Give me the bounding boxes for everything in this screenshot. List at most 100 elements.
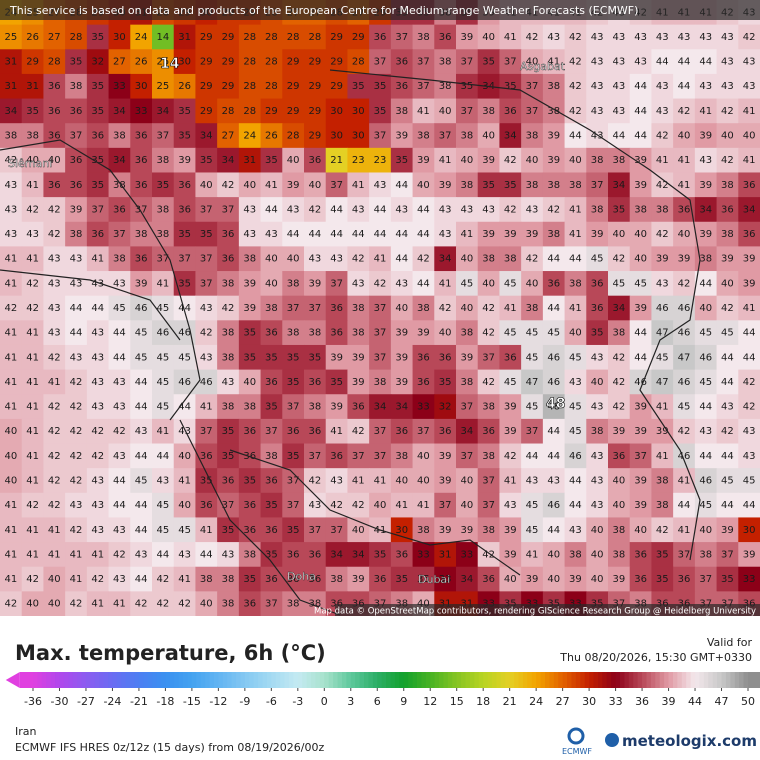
temp-label: 28 — [222, 106, 235, 117]
temp-label: 34 — [222, 155, 235, 166]
temp-cell — [608, 492, 631, 518]
temp-label: 42 — [135, 599, 148, 610]
temp-cell — [282, 369, 305, 395]
temp-label: 44 — [395, 254, 408, 265]
temp-label: 28 — [265, 32, 278, 43]
temp-cell — [738, 271, 760, 297]
temp-cell — [564, 271, 587, 297]
temp-label: 37 — [200, 426, 213, 437]
temp-label: 43 — [91, 525, 104, 536]
temp-label: 39 — [526, 574, 539, 585]
temp-label: 44 — [721, 500, 734, 511]
temp-cell — [390, 320, 414, 346]
temp-cell — [434, 320, 457, 346]
colorbar-swatch — [642, 672, 647, 688]
temp-cell — [43, 73, 66, 100]
temp-cell — [195, 172, 218, 198]
temp-cell — [325, 246, 348, 272]
temp-cell — [564, 24, 587, 50]
temp-cell — [738, 566, 760, 592]
temp-label: 45 — [504, 278, 517, 289]
temp-cell — [369, 123, 392, 149]
temp-label: 35 — [308, 352, 321, 363]
colorbar-swatch — [756, 672, 760, 688]
colorbar-swatch — [739, 672, 745, 688]
temp-cell — [108, 542, 131, 568]
temp-label: 35 — [178, 229, 191, 240]
temp-label: 41 — [70, 549, 83, 560]
temp-label: 44 — [135, 402, 148, 413]
temp-label: 40 — [200, 599, 213, 610]
temp-cell — [651, 147, 674, 173]
temp-label: 39 — [504, 549, 517, 560]
temp-label: 40 — [287, 254, 300, 265]
temp-label: 29 — [330, 32, 343, 43]
temp-cell — [369, 197, 392, 223]
temp-label: 43 — [70, 278, 83, 289]
temp-cell — [564, 73, 587, 100]
colorbar-swatch — [41, 672, 47, 688]
temp-label: 40 — [482, 32, 495, 43]
temp-cell — [65, 49, 88, 75]
temp-label: 46 — [678, 377, 691, 388]
temp-cell — [629, 147, 652, 173]
temp-label: 38 — [721, 180, 734, 191]
temp-label: 44 — [547, 426, 560, 437]
temp-cell — [738, 221, 760, 247]
colorbar-swatch — [50, 672, 56, 688]
temp-label: 37 — [482, 475, 495, 486]
colorbar-tick-label: -30 — [50, 695, 68, 708]
temp-cell — [325, 49, 348, 75]
temp-cell — [369, 468, 392, 494]
temp-cell — [173, 49, 196, 75]
temp-cell — [608, 344, 631, 371]
temp-cell — [325, 468, 348, 494]
temp-label: 43 — [156, 475, 169, 486]
temp-cell — [542, 73, 566, 100]
temp-label: 43 — [330, 254, 343, 265]
temp-cell — [130, 123, 153, 149]
temp-label: 42 — [70, 451, 83, 462]
temp-cell — [43, 295, 66, 321]
temp-label: 38 — [70, 229, 83, 240]
temp-label: 44 — [156, 451, 169, 462]
temp-label: 37 — [374, 352, 387, 363]
temp-label: 43 — [591, 402, 604, 413]
temp-cell — [629, 73, 652, 100]
temp-label: 39 — [439, 475, 452, 486]
temp-cell — [347, 24, 370, 50]
temp-cell — [716, 98, 739, 124]
temp-cell — [21, 468, 44, 494]
temp-cell — [390, 394, 414, 420]
temp-cell — [608, 49, 631, 75]
temp-label: 44 — [178, 402, 191, 413]
temp-label: 36 — [678, 204, 691, 215]
colorbar-swatch — [478, 672, 484, 688]
temp-label: 43 — [91, 352, 104, 363]
temp-cell — [238, 344, 262, 371]
temp-label: 37 — [308, 451, 321, 462]
temp-label: 48 — [547, 402, 560, 413]
temp-label: 38 — [417, 32, 430, 43]
temp-cell — [325, 394, 348, 420]
temp-label: 41 — [48, 549, 61, 560]
colorbar-swatch — [708, 672, 714, 688]
temp-cell — [130, 344, 153, 371]
temp-cell — [304, 172, 327, 198]
temp-cell — [564, 468, 587, 494]
temp-label: 38 — [417, 525, 430, 536]
temp-cell — [499, 49, 522, 75]
temp-cell — [586, 73, 609, 100]
temp-cell — [608, 542, 631, 568]
temp-label: 36 — [265, 377, 278, 388]
temp-label: 40 — [678, 131, 691, 142]
temp-cell — [542, 147, 566, 173]
temp-label: 35 — [591, 328, 604, 339]
temp-label: 38 — [656, 204, 669, 215]
colorbar-swatch — [681, 672, 687, 688]
temp-cell — [716, 295, 739, 321]
colorbar-swatch — [549, 672, 555, 688]
temp-label: 43 — [634, 32, 647, 43]
temp-label: 43 — [91, 377, 104, 388]
temp-label: 43 — [91, 328, 104, 339]
